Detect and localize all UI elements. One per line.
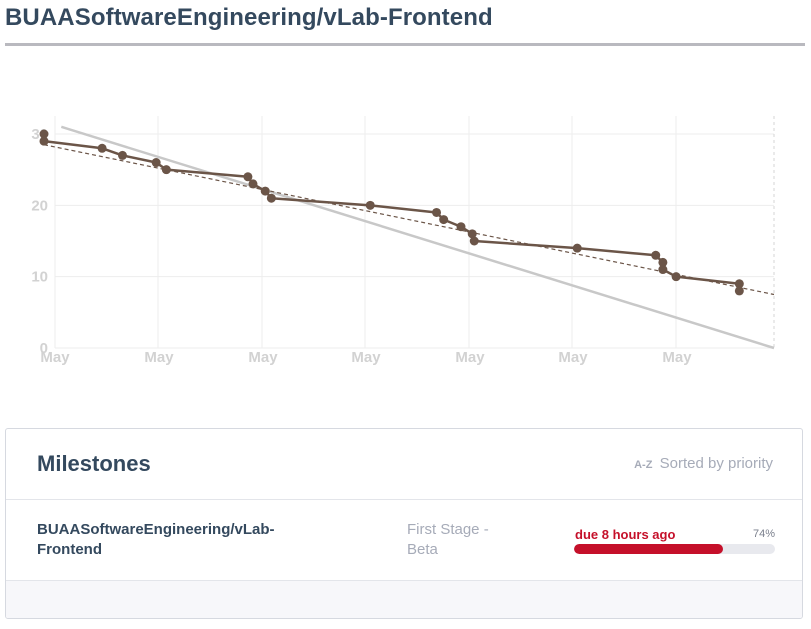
- progress-track: [574, 544, 775, 554]
- actual-burndown-line: [43, 139, 741, 291]
- data-point-8: [260, 186, 270, 196]
- data-point-7: [248, 179, 258, 189]
- data-point-10: [365, 200, 375, 210]
- data-point-13: [456, 222, 466, 232]
- data-point-4: [151, 158, 161, 168]
- data-point-1: [39, 136, 49, 146]
- data-point-11: [432, 207, 442, 217]
- data-point-17: [651, 250, 661, 260]
- sort-label: Sorted by priority: [659, 455, 773, 472]
- data-point-20: [671, 272, 681, 282]
- x-tick-label-1: May: [144, 349, 174, 366]
- chart-points: [39, 129, 744, 296]
- x-tick-label-0: May: [40, 349, 70, 366]
- x-tick-label-2: May: [248, 349, 278, 366]
- due-label: due 8 hours ago: [575, 527, 676, 542]
- milestone-name: First Stage - Beta: [407, 521, 489, 558]
- data-point-9: [266, 193, 276, 203]
- milestone-row[interactable]: BUAASoftwareEngineering/vLab-Frontend Fi…: [6, 500, 802, 581]
- chart-grid: [54, 116, 775, 349]
- x-tick-label-5: May: [558, 349, 588, 366]
- data-point-5: [161, 165, 171, 175]
- x-tick-label-4: May: [455, 349, 485, 366]
- y-tick-label-1: 10: [31, 269, 48, 286]
- repo-title[interactable]: BUAASoftwareEngineering/vLab-Frontend: [5, 4, 493, 31]
- chart-axes: 0102030MayMayMayMayMayMayMay: [31, 126, 692, 366]
- x-tick-label-6: May: [662, 349, 692, 366]
- milestones-panel: Milestones A-Z Sorted by priority BUAASo…: [5, 428, 803, 619]
- data-point-2: [97, 143, 107, 153]
- burndown-chart-svg: 0102030MayMayMayMayMayMayMay: [31, 116, 775, 366]
- y-tick-label-2: 20: [31, 197, 48, 214]
- data-point-12: [439, 215, 449, 225]
- sort-toggle[interactable]: A-Z Sorted by priority: [634, 455, 773, 472]
- milestones-title: Milestones: [37, 451, 151, 476]
- sort-alpha-icon: A-Z: [634, 459, 653, 471]
- milestones-header: Milestones A-Z Sorted by priority: [6, 429, 802, 500]
- data-point-21: [734, 279, 744, 289]
- data-point-22: [734, 286, 744, 296]
- trend-line: [43, 144, 775, 296]
- data-point-3: [118, 150, 128, 160]
- y-tick-label-0: 0: [40, 340, 48, 357]
- data-point-16: [572, 243, 582, 253]
- ideal-burndown-line: [60, 125, 775, 350]
- milestone-repo-link[interactable]: BUAASoftwareEngineering/vLab-Frontend: [37, 521, 275, 558]
- data-point-0: [39, 129, 49, 139]
- milestone-progress: due 8 hours ago 74%: [574, 524, 775, 564]
- milestones-footer: [6, 581, 802, 618]
- percent-label: 74%: [752, 528, 775, 540]
- progress-fill: [574, 544, 723, 554]
- data-point-18: [658, 257, 668, 267]
- data-point-14: [467, 229, 477, 239]
- burndown-chart: 0102030MayMayMayMayMayMayMay: [0, 100, 811, 380]
- data-point-6: [243, 172, 253, 182]
- title-divider: [5, 43, 805, 46]
- x-tick-label-3: May: [351, 349, 381, 366]
- data-point-19: [658, 265, 668, 275]
- data-point-15: [469, 236, 479, 246]
